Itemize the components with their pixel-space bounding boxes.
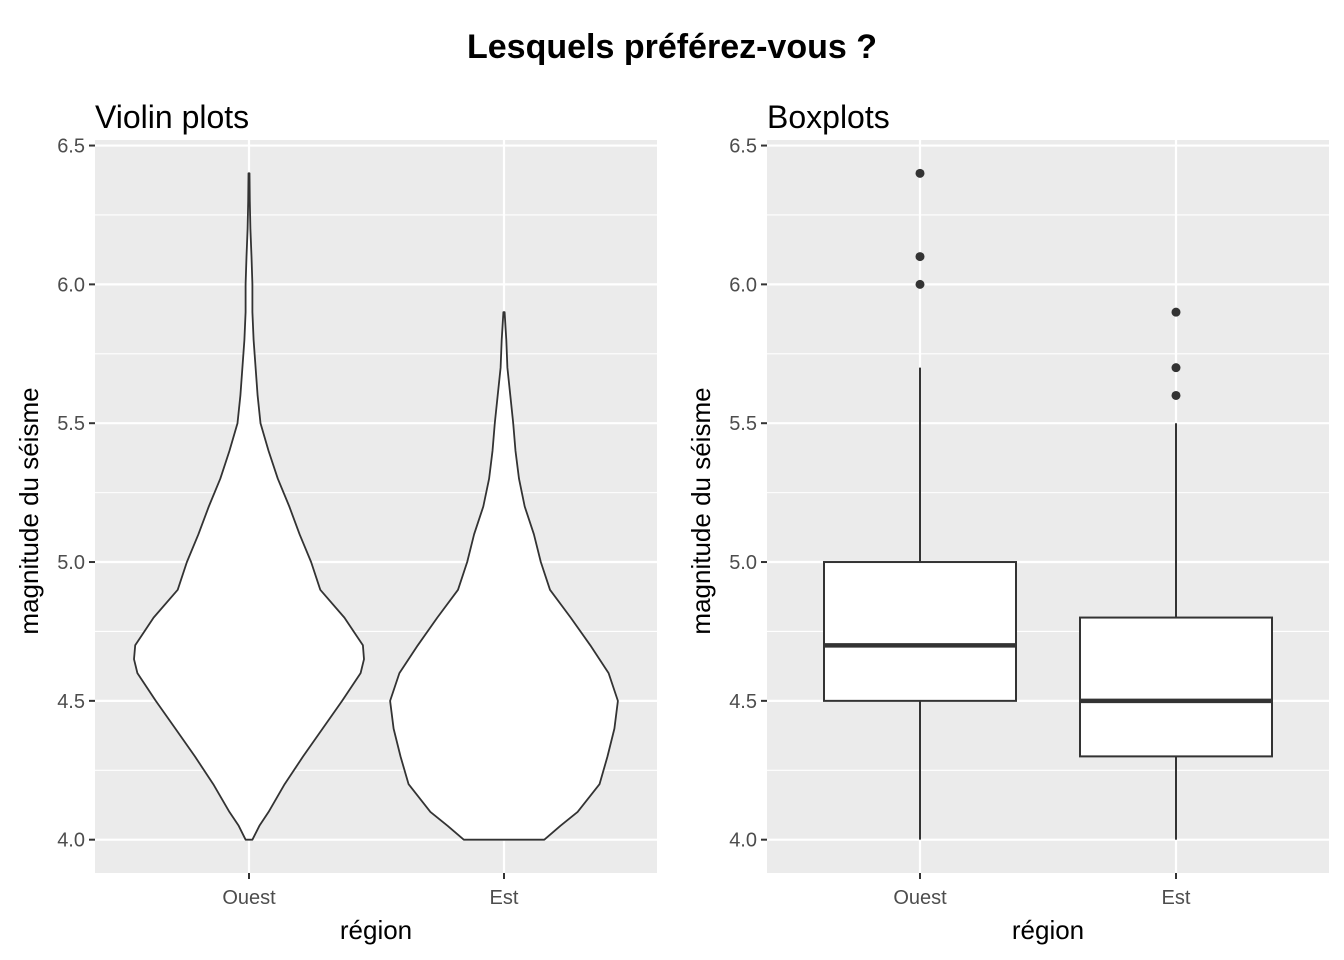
outlier-point bbox=[1171, 390, 1181, 400]
outlier-point bbox=[915, 168, 925, 178]
y-tick-label: 5.5 bbox=[57, 413, 85, 435]
y-tick-label: 4.5 bbox=[729, 691, 757, 713]
boxplot-panel: 4.0 4.5 5.0 5.5 6.0 6.5 Ouest Est Boxplots régi… bbox=[686, 99, 1329, 945]
y-tick-label: 6.5 bbox=[57, 136, 85, 158]
y-tick-label: 4.0 bbox=[57, 830, 85, 852]
y-axis-title-violin: magnitude du séisme bbox=[14, 387, 44, 634]
x-tick-label: Est bbox=[1162, 887, 1191, 909]
outlier-point bbox=[915, 279, 925, 289]
box-ouest bbox=[823, 561, 1017, 702]
y-tick-label: 6.5 bbox=[729, 136, 757, 158]
box-est bbox=[1079, 616, 1273, 758]
y-tick-label: 6.0 bbox=[57, 274, 85, 296]
y-tick-label: 5.0 bbox=[57, 552, 85, 574]
outlier-point bbox=[915, 252, 925, 262]
panel-title-boxplot: Boxplots bbox=[767, 99, 890, 135]
x-tick-label: Ouest bbox=[893, 887, 947, 909]
violin-ouest bbox=[133, 172, 365, 841]
x-tick-label: Est bbox=[490, 887, 519, 909]
y-tick-label: 4.0 bbox=[729, 830, 757, 852]
panel-title-violin: Violin plots bbox=[95, 99, 249, 135]
plot-background bbox=[767, 140, 1329, 873]
y-tick-label: 4.5 bbox=[57, 691, 85, 713]
x-axis-title-violin: région bbox=[340, 915, 412, 945]
y-axis-title-boxplot: magnitude du séisme bbox=[686, 387, 716, 634]
x-tick-label: Ouest bbox=[222, 887, 276, 909]
y-tick-label: 5.0 bbox=[729, 552, 757, 574]
y-tick-label: 5.5 bbox=[729, 413, 757, 435]
outlier-point bbox=[1171, 363, 1181, 373]
figure-title: Lesquels préférez-vous ? bbox=[467, 28, 877, 66]
violin-est bbox=[389, 311, 619, 841]
y-tick-label: 6.0 bbox=[729, 274, 757, 296]
outlier-point bbox=[1171, 307, 1181, 317]
x-axis-title-boxplot: région bbox=[1012, 915, 1084, 945]
